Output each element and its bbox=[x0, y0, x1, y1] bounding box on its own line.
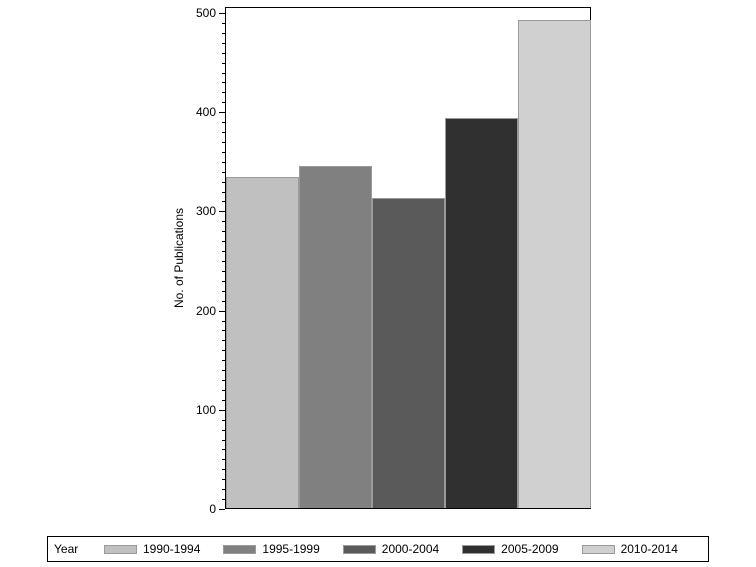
y-minor-tick bbox=[222, 400, 225, 401]
legend-label: 2010-2014 bbox=[620, 542, 678, 556]
y-minor-tick bbox=[222, 340, 225, 341]
y-minor-tick bbox=[222, 430, 225, 431]
legend-label: 2005-2009 bbox=[501, 542, 559, 556]
legend-swatch bbox=[581, 544, 615, 554]
y-minor-tick bbox=[222, 172, 225, 173]
y-minor-tick bbox=[222, 390, 225, 391]
y-minor-tick bbox=[222, 43, 225, 44]
y-minor-tick bbox=[222, 53, 225, 54]
y-major-tick bbox=[219, 211, 225, 212]
bar-2000-2004 bbox=[372, 197, 445, 508]
y-tick-label: 400 bbox=[195, 105, 216, 119]
y-tick-label: 100 bbox=[195, 403, 216, 417]
bar-2010-2014 bbox=[518, 19, 591, 508]
legend-label: 1995-1999 bbox=[262, 542, 320, 556]
legend-item-2005-2009: 2005-2009 bbox=[462, 542, 559, 556]
y-minor-tick bbox=[222, 201, 225, 202]
y-minor-tick bbox=[222, 499, 225, 500]
y-minor-tick bbox=[222, 92, 225, 93]
y-minor-tick bbox=[222, 489, 225, 490]
y-minor-tick bbox=[222, 251, 225, 252]
legend-swatch bbox=[223, 544, 257, 554]
plot-area bbox=[225, 7, 591, 509]
y-minor-tick bbox=[222, 469, 225, 470]
y-minor-tick bbox=[222, 350, 225, 351]
y-minor-tick bbox=[222, 271, 225, 272]
y-major-tick bbox=[219, 410, 225, 411]
legend-swatch bbox=[342, 544, 376, 554]
y-minor-tick bbox=[222, 241, 225, 242]
y-tick-label: 500 bbox=[195, 6, 216, 20]
y-minor-tick bbox=[222, 73, 225, 74]
y-minor-tick bbox=[222, 23, 225, 24]
y-minor-tick bbox=[222, 192, 225, 193]
y-minor-tick bbox=[222, 281, 225, 282]
y-minor-tick bbox=[222, 360, 225, 361]
y-minor-tick bbox=[222, 82, 225, 83]
y-minor-tick bbox=[222, 122, 225, 123]
bar-2005-2009 bbox=[445, 118, 518, 508]
legend-label: 2000-2004 bbox=[381, 542, 440, 556]
y-minor-tick bbox=[222, 182, 225, 183]
legend-title: Year bbox=[54, 542, 79, 556]
y-minor-tick bbox=[222, 231, 225, 232]
y-minor-tick bbox=[222, 162, 225, 163]
legend-swatch bbox=[462, 544, 496, 554]
y-minor-tick bbox=[222, 63, 225, 64]
legend-item-2010-2014: 2010-2014 bbox=[581, 542, 678, 556]
y-axis-title: No. of Publications bbox=[172, 207, 186, 309]
y-tick-label: 200 bbox=[195, 304, 216, 318]
y-minor-tick bbox=[222, 291, 225, 292]
bar-1995-1999 bbox=[299, 165, 372, 508]
y-minor-tick bbox=[222, 330, 225, 331]
y-minor-tick bbox=[222, 301, 225, 302]
y-minor-tick bbox=[222, 152, 225, 153]
y-major-tick bbox=[219, 311, 225, 312]
y-major-tick bbox=[219, 112, 225, 113]
y-minor-tick bbox=[222, 449, 225, 450]
y-tick-label: 300 bbox=[195, 204, 216, 218]
y-tick-label: 0 bbox=[209, 502, 216, 516]
legend-item-1995-1999: 1995-1999 bbox=[223, 542, 320, 556]
y-minor-tick bbox=[222, 33, 225, 34]
legend-swatch bbox=[104, 544, 137, 554]
bar-1990-1994 bbox=[226, 176, 299, 508]
y-minor-tick bbox=[222, 102, 225, 103]
y-minor-tick bbox=[222, 440, 225, 441]
y-minor-tick bbox=[222, 479, 225, 480]
y-minor-tick bbox=[222, 420, 225, 421]
y-minor-tick bbox=[222, 132, 225, 133]
y-minor-tick bbox=[222, 221, 225, 222]
y-major-tick bbox=[219, 13, 225, 14]
legend-item-1990-1994: 1990-1994 bbox=[104, 542, 200, 556]
legend: Year 1990-1994 1995-1999 2000-2004 2005-200… bbox=[47, 536, 709, 562]
y-minor-tick bbox=[222, 459, 225, 460]
y-minor-tick bbox=[222, 380, 225, 381]
y-minor-tick bbox=[222, 321, 225, 322]
y-minor-tick bbox=[222, 261, 225, 262]
y-minor-tick bbox=[222, 370, 225, 371]
legend-label: 1990-1994 bbox=[143, 542, 201, 556]
y-minor-tick bbox=[222, 142, 225, 143]
y-major-tick bbox=[219, 509, 225, 510]
legend-item-2000-2004: 2000-2004 bbox=[342, 542, 440, 556]
